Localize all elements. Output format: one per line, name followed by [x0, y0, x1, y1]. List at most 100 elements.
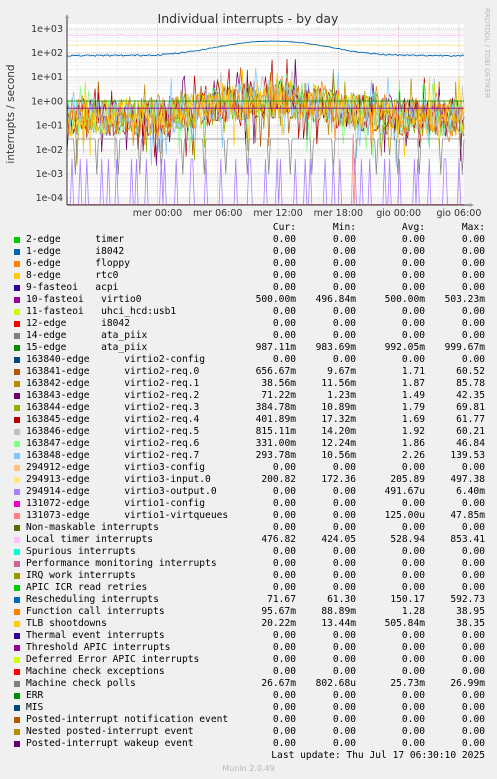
- legend-row: 131072-edge virtio1-config 0.00 0.00 0.00 0.…: [0, 498, 497, 510]
- legend-value-avg: 1.49: [401, 390, 425, 401]
- legend-value-avg: 0.00: [401, 666, 425, 677]
- series-line-17: [66, 73, 465, 159]
- legend-value-avg: 1.79: [401, 402, 425, 413]
- legend-value-max: 497.38: [450, 474, 485, 485]
- legend-swatch: [14, 453, 20, 459]
- series-line-32: [66, 69, 465, 157]
- legend-value-min: 0.00: [332, 486, 356, 497]
- legend-value-cur: 0.00: [272, 282, 296, 293]
- legend-value-avg: 0.00: [401, 738, 425, 749]
- legend-label: 163848-edge virtio2-req.7: [26, 450, 200, 461]
- legend-value-max: 139.53: [450, 450, 485, 461]
- legend-value-avg: 2.26: [401, 450, 425, 461]
- legend-swatch: [14, 741, 20, 747]
- legend-value-cur: 0.00: [272, 726, 296, 737]
- legend-value-cur: 200.82: [261, 474, 296, 485]
- legend-value-max: 0.00: [461, 546, 485, 557]
- legend-value-cur: 0.00: [272, 318, 296, 329]
- legend-header: Cur: Min: Avg: Max:: [0, 222, 497, 234]
- legend-row: 163844-edge virtio2-req.3 384.78m 10.89m 1.…: [0, 402, 497, 414]
- legend-label: Thermal event interrupts: [26, 630, 165, 641]
- legend-swatch: [14, 285, 20, 291]
- legend-value-max: 85.78: [456, 378, 485, 389]
- legend-value-avg: 0.00: [401, 282, 425, 293]
- legend-value-cur: 0.00: [272, 558, 296, 569]
- legend-row: 163847-edge virtio2-req.6 331.00m 12.24m 1.…: [0, 438, 497, 450]
- legend-value-cur: 0.00: [272, 570, 296, 581]
- legend-label: Spurious interrupts: [26, 546, 136, 557]
- legend-row: Posted-interrupt wakeup event 0.00 0.00 0.0…: [0, 738, 497, 750]
- legend-value-avg: 0.00: [401, 306, 425, 317]
- y-axis-label: interrupts / second: [5, 64, 17, 163]
- x-tick-label: mer 18:00: [314, 208, 363, 219]
- legend-value-max: 26.99m: [450, 678, 485, 689]
- legend-label: 163845-edge virtio2-req.4: [26, 414, 200, 425]
- legend-swatch: [14, 345, 20, 351]
- legend-label: 163840-edge virtio2-config: [26, 354, 206, 365]
- legend-value-min: 0.00: [332, 726, 356, 737]
- legend-swatch: [14, 585, 20, 591]
- legend-value-cur: 0.00: [272, 306, 296, 317]
- legend-row: 163846-edge virtio2-req.5 815.11m 14.20m 1.…: [0, 426, 497, 438]
- legend-label: 163846-edge virtio2-req.5: [26, 426, 200, 437]
- legend-swatch: [14, 429, 20, 435]
- legend-value-cur: 331.00m: [255, 438, 296, 449]
- legend-value-min: 0.00: [332, 498, 356, 509]
- legend-value-min: 0.00: [332, 666, 356, 677]
- col-max-header: Max:: [461, 222, 485, 233]
- chart-title: Individual interrupts - by day: [158, 11, 340, 26]
- legend-swatch: [14, 501, 20, 507]
- legend-value-cur: 815.11m: [255, 426, 296, 437]
- legend-swatch: [14, 573, 20, 579]
- legend-value-max: 38.95: [456, 606, 485, 617]
- legend-value-min: 0.00: [332, 570, 356, 581]
- legend-value-avg: 0.00: [401, 270, 425, 281]
- legend-value-cur: 95.67m: [261, 606, 296, 617]
- legend-label: Function call interrupts: [26, 606, 165, 617]
- legend-value-min: 0.00: [332, 234, 356, 245]
- legend-value-cur: 987.11m: [255, 342, 296, 353]
- legend-swatch: [14, 405, 20, 411]
- legend-label: 6-edge floppy: [26, 258, 130, 269]
- legend-value-cur: 0.00: [272, 354, 296, 365]
- legend-value-max: 38.35: [456, 618, 485, 629]
- legend-row: 294913-edge virtio3-input.0 200.82 172.36 2…: [0, 474, 497, 486]
- legend-value-avg: 0.00: [401, 642, 425, 653]
- legend-value-avg: 150.17: [390, 594, 425, 605]
- last-update: Last update: Thu Jul 17 06:30:10 2025: [271, 750, 485, 761]
- legend-label: Posted-interrupt wakeup event: [26, 738, 194, 749]
- y-tick-label: 1e-01: [36, 121, 63, 132]
- legend-value-cur: 71.22m: [261, 390, 296, 401]
- legend-value-min: 14.20m: [321, 426, 356, 437]
- legend-label: MIS: [26, 702, 44, 713]
- legend-value-max: 0.00: [461, 498, 485, 509]
- legend-value-max: 0.00: [461, 270, 485, 281]
- legend-value-cur: 26.67m: [261, 678, 296, 689]
- legend-value-avg: 0.00: [401, 702, 425, 713]
- col-min-header: Min:: [332, 222, 356, 233]
- legend-value-min: 172.36: [321, 474, 356, 485]
- legend-value-max: 0.00: [461, 282, 485, 293]
- legend-label: ERR: [26, 690, 44, 701]
- legend-label: 163843-edge virtio2-req.2: [26, 390, 200, 401]
- legend-value-max: 0.00: [461, 258, 485, 269]
- legend-label: IRQ work interrupts: [26, 570, 136, 581]
- legend-swatch: [14, 513, 20, 519]
- legend-label: 15-edge ata_piix: [26, 342, 148, 353]
- legend-value-cur: 0.00: [272, 702, 296, 713]
- legend-row: 6-edge floppy 0.00 0.00 0.00 0.00: [0, 258, 497, 270]
- legend-swatch: [14, 357, 20, 363]
- legend-row: 163842-edge virtio2-req.1 38.56m 11.56m 1.8…: [0, 378, 497, 390]
- legend-label: Performance monitoring interrupts: [26, 558, 217, 569]
- legend-value-cur: 476.82: [261, 534, 296, 545]
- legend-label: 14-edge ata_piix: [26, 330, 148, 341]
- legend-value-min: 0.00: [332, 246, 356, 257]
- legend-value-avg: 0.00: [401, 318, 425, 329]
- legend-value-max: 0.00: [461, 306, 485, 317]
- legend-label: TLB shootdowns: [26, 618, 107, 629]
- series-line-23: [67, 133, 464, 205]
- legend-row: 10-fasteoi virtio0 500.00m 496.84m 500.00m 5…: [0, 294, 497, 306]
- legend-swatch: [14, 465, 20, 471]
- legend-label: Threshold APIC interrupts: [26, 642, 171, 653]
- legend-value-max: 0.00: [461, 642, 485, 653]
